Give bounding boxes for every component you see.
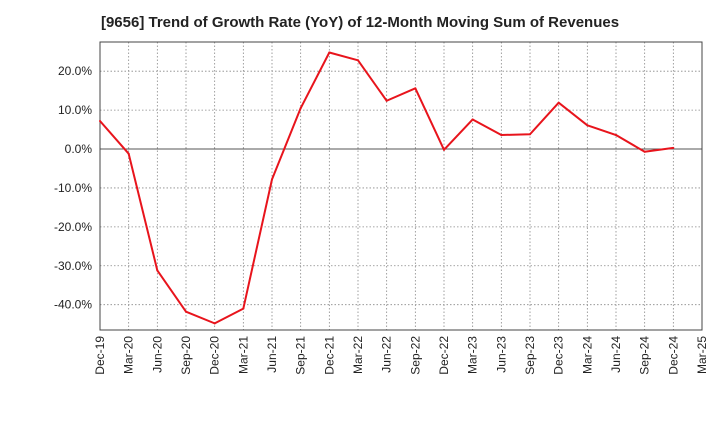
- x-tick-label: Dec-24: [666, 336, 680, 375]
- y-tick-label: -10.0%: [54, 181, 92, 195]
- data-point: [586, 124, 589, 127]
- x-tick-label: Mar-21: [236, 336, 250, 374]
- data-point: [672, 146, 675, 149]
- y-tick-label: 0.0%: [65, 142, 93, 156]
- y-tick-label: -20.0%: [54, 220, 92, 234]
- data-point: [213, 322, 216, 325]
- x-tick-label: Jun-23: [494, 336, 508, 373]
- y-tick-label: 20.0%: [58, 64, 92, 78]
- x-tick-label: Jun-21: [265, 336, 279, 373]
- data-point: [471, 118, 474, 121]
- x-tick-label: Mar-23: [466, 336, 480, 374]
- x-tick-label: Jun-20: [150, 336, 164, 373]
- series-group: [99, 51, 675, 325]
- y-tick-label: -40.0%: [54, 298, 92, 312]
- y-tick-label: 10.0%: [58, 103, 92, 117]
- data-point: [242, 307, 245, 310]
- data-point: [328, 51, 331, 54]
- data-point: [500, 134, 503, 137]
- x-tick-label: Mar-24: [580, 336, 594, 374]
- x-axis-ticks: Dec-19 Mar-20 Jun-20 Sep-20 Dec-20 Mar-21 Jun-…: [93, 336, 709, 375]
- data-point: [414, 87, 417, 90]
- x-tick-label: Sep-23: [523, 336, 537, 375]
- x-tick-label: Sep-24: [638, 336, 652, 375]
- data-point: [299, 107, 302, 110]
- data-point: [615, 134, 617, 137]
- x-tick-label: Dec-19: [93, 336, 107, 375]
- x-tick-label: Mar-25: [695, 336, 709, 374]
- x-tick-label: Dec-21: [322, 336, 336, 375]
- plot-area-frame: [99, 41, 703, 331]
- x-tick-label: Dec-23: [552, 336, 566, 375]
- x-tick-label: Mar-22: [351, 336, 365, 374]
- data-point: [529, 133, 531, 136]
- data-point: [557, 101, 560, 104]
- data-point: [443, 148, 445, 151]
- y-tick-label: -30.0%: [54, 259, 92, 273]
- x-tick-label: Mar-20: [122, 336, 136, 374]
- data-point: [271, 178, 273, 181]
- data-point: [643, 150, 646, 153]
- grid-lines: [100, 42, 702, 330]
- data-point: [127, 152, 130, 155]
- x-tick-label: Dec-20: [208, 336, 222, 375]
- x-tick-label: Sep-20: [179, 336, 193, 375]
- data-point: [185, 310, 187, 313]
- x-tick-label: Sep-21: [294, 336, 308, 375]
- data-point: [156, 269, 159, 272]
- y-axis-ticks: 20.0% 10.0% 0.0% -10.0% -20.0% -30.0% -40.0%: [54, 64, 92, 312]
- data-point: [357, 59, 359, 62]
- data-point: [385, 99, 388, 102]
- x-tick-label: Jun-24: [609, 336, 623, 373]
- x-tick-label: Dec-22: [437, 336, 451, 375]
- x-tick-label: Jun-22: [380, 336, 394, 373]
- data-point: [99, 120, 101, 123]
- x-tick-label: Sep-22: [408, 336, 422, 375]
- chart-title: [9656] Trend of Growth Rate (YoY) of 12-…: [100, 14, 620, 31]
